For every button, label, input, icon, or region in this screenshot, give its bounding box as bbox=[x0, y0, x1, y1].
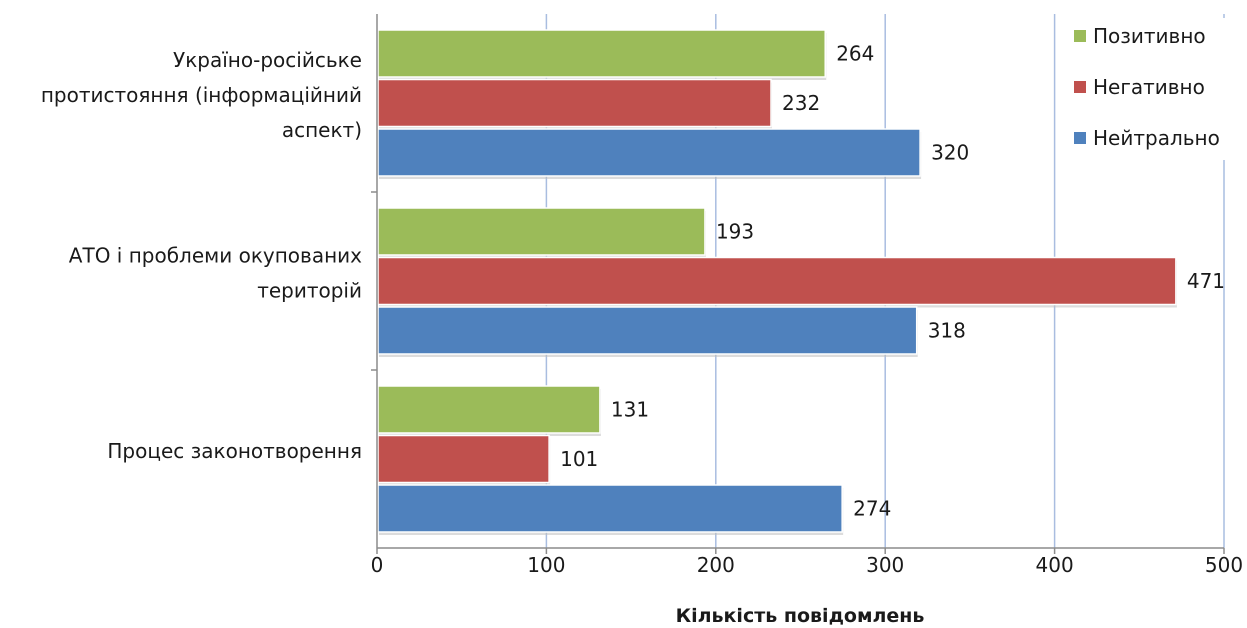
bar bbox=[377, 434, 550, 484]
bars bbox=[377, 29, 1177, 535]
x-tick-label: 100 bbox=[527, 553, 565, 577]
category-label-line: територій bbox=[257, 279, 362, 303]
bar bbox=[377, 128, 921, 177]
data-label: 471 bbox=[1187, 269, 1225, 293]
x-tick-label: 500 bbox=[1205, 553, 1243, 577]
x-axis-title: Кількість повідомлень bbox=[676, 605, 925, 627]
category-label-line: АТО і проблеми окупованих bbox=[69, 244, 362, 268]
category-label: АТО і проблеми окупованих територій bbox=[69, 244, 362, 303]
bar bbox=[377, 29, 826, 78]
data-label: 264 bbox=[836, 42, 874, 66]
category-labels: Україно-російське протистояння (інформаці… bbox=[41, 48, 362, 463]
x-tick-label: 200 bbox=[697, 553, 735, 577]
bar bbox=[377, 207, 706, 256]
data-label: 318 bbox=[928, 319, 966, 343]
data-labels: 264 232 320 193 471 318 131 101 274 bbox=[560, 42, 1225, 521]
legend-background bbox=[1062, 18, 1238, 160]
category-label: Процес законотворення bbox=[107, 439, 362, 463]
x-tick-label: 400 bbox=[1036, 553, 1074, 577]
category-label-line: аспект) bbox=[282, 118, 362, 142]
x-tick-label: 300 bbox=[866, 553, 904, 577]
bar bbox=[377, 306, 918, 355]
bar bbox=[377, 385, 601, 434]
bar bbox=[377, 256, 1177, 306]
axes bbox=[371, 14, 1225, 554]
data-label: 131 bbox=[611, 398, 649, 422]
x-tick-label: 0 bbox=[371, 553, 384, 577]
category-label-line: протистояння (інформаційний bbox=[41, 83, 362, 107]
bar bbox=[377, 484, 843, 533]
category-label-line: Процес законотворення bbox=[107, 439, 362, 463]
legend-label: Негативно bbox=[1093, 75, 1205, 99]
x-tick-labels: 0 100 200 300 400 500 bbox=[371, 553, 1243, 577]
data-label: 101 bbox=[560, 447, 598, 471]
data-label: 232 bbox=[782, 91, 820, 115]
data-label: 320 bbox=[931, 141, 969, 165]
category-label: Україно-російське протистояння (інформаці… bbox=[41, 48, 362, 142]
data-label: 274 bbox=[853, 497, 891, 521]
legend-swatch bbox=[1074, 81, 1086, 93]
category-label-line: Україно-російське bbox=[173, 48, 362, 72]
bar bbox=[377, 78, 772, 128]
legend-swatch bbox=[1074, 132, 1086, 144]
legend-swatch bbox=[1074, 30, 1086, 42]
data-label: 193 bbox=[716, 220, 754, 244]
legend: Позитивно Негативно Нейтрально bbox=[1062, 18, 1238, 160]
legend-label: Нейтрально bbox=[1093, 126, 1220, 150]
legend-label: Позитивно bbox=[1093, 24, 1206, 48]
